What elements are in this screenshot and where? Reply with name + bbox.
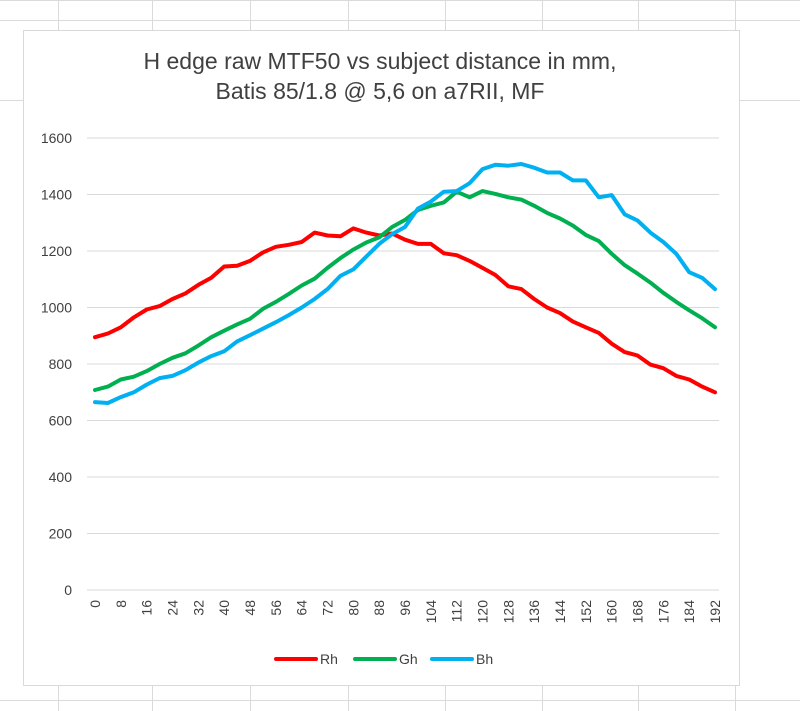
x-tick-label: 64 bbox=[294, 600, 310, 616]
x-tick-label: 160 bbox=[604, 600, 620, 624]
x-tick-label: 88 bbox=[371, 600, 387, 616]
chart-title: H edge raw MTF50 vs subject distance in … bbox=[0, 46, 760, 106]
x-tick-label: 16 bbox=[139, 600, 155, 616]
x-tick-label: 104 bbox=[423, 600, 439, 624]
series-line-gh bbox=[93, 189, 717, 392]
x-tick-label: 152 bbox=[578, 600, 594, 624]
x-tick-label: 48 bbox=[242, 600, 258, 616]
y-tick-label: 1200 bbox=[41, 243, 72, 259]
x-tick-label: 128 bbox=[500, 600, 516, 624]
y-tick-label: 600 bbox=[49, 413, 73, 429]
x-tick-label: 176 bbox=[655, 600, 671, 624]
legend-label-bh: Bh bbox=[476, 651, 493, 667]
chart-title-line-1: H edge raw MTF50 vs subject distance in … bbox=[143, 48, 617, 74]
y-tick-label: 800 bbox=[49, 356, 73, 372]
x-tick-label: 112 bbox=[449, 600, 465, 623]
x-tick-label: 56 bbox=[268, 600, 284, 616]
chart-area[interactable] bbox=[23, 30, 740, 686]
legend-label-gh: Gh bbox=[399, 651, 418, 667]
legend-label-rh: Rh bbox=[320, 651, 338, 667]
x-tick-label: 32 bbox=[190, 600, 206, 616]
x-tick-label: 136 bbox=[526, 600, 542, 624]
x-tick-label: 184 bbox=[681, 600, 697, 624]
x-tick-label: 0 bbox=[87, 600, 103, 608]
chart-title-line-2: Batis 85/1.8 @ 5,6 on a7RII, MF bbox=[215, 78, 545, 104]
x-tick-label: 192 bbox=[707, 600, 723, 624]
y-tick-label: 1000 bbox=[41, 300, 72, 316]
y-tick-label: 400 bbox=[49, 469, 73, 485]
series-line-bh bbox=[93, 162, 717, 405]
x-tick-label: 24 bbox=[165, 600, 181, 616]
series-line-rh bbox=[93, 226, 717, 395]
x-tick-label: 144 bbox=[552, 600, 568, 624]
x-tick-label: 80 bbox=[345, 600, 361, 616]
x-tick-label: 72 bbox=[320, 600, 336, 616]
x-tick-label: 96 bbox=[397, 600, 413, 616]
y-tick-label: 1600 bbox=[41, 130, 72, 146]
y-tick-label: 1400 bbox=[41, 187, 72, 203]
x-tick-label: 8 bbox=[113, 600, 129, 608]
x-tick-label: 120 bbox=[475, 600, 491, 624]
x-tick-label: 40 bbox=[216, 600, 232, 616]
y-tick-label: 200 bbox=[49, 526, 73, 542]
x-tick-label: 168 bbox=[630, 600, 646, 624]
y-tick-label: 0 bbox=[64, 582, 72, 598]
